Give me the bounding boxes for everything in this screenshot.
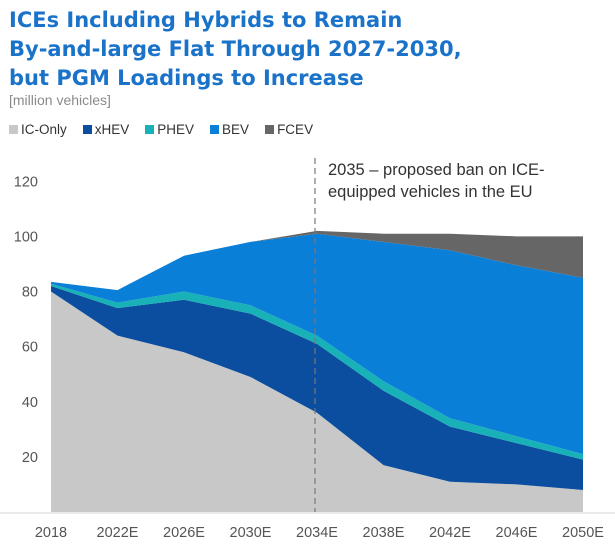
- x-tick-label: 2038E: [363, 525, 405, 541]
- legend-item-bev: BEV: [210, 122, 249, 137]
- legend-item-phev: PHEV: [145, 122, 194, 137]
- area-series-group: [51, 230, 583, 512]
- ban-annotation: 2035 – proposed ban on ICE-equipped vehi…: [328, 161, 545, 201]
- legend-label-fcev: FCEV: [277, 122, 314, 137]
- chart-legend: IC-Only xHEV PHEV BEV FCEV: [9, 122, 313, 137]
- legend-label-phev: PHEV: [157, 122, 195, 137]
- x-tick-label: 2034E: [296, 525, 338, 541]
- x-tick-label: 2026E: [163, 525, 205, 541]
- chart-title-line-3: but PGM Loadings to Increase: [9, 66, 364, 90]
- y-tick-label: 100: [14, 229, 38, 245]
- x-tick-label: 2050E: [562, 525, 604, 541]
- y-axis: 20 40 60 80 100 120: [14, 174, 38, 466]
- chart-title-line-2: By-and-large Flat Through 2027-2030,: [9, 37, 462, 61]
- legend-item-xhev: xHEV: [82, 122, 130, 137]
- x-tick-label: 2030E: [230, 525, 272, 541]
- unit-label: [million vehicles]: [9, 92, 111, 108]
- legend-swatch-phev: [145, 125, 155, 134]
- legend-item-fcev: FCEV: [265, 122, 313, 137]
- legend-swatch-fcev: [265, 125, 275, 134]
- x-axis: 2018 2022E 2026E 2030E 2034E 2038E 2042E 2046E 2…: [35, 525, 604, 541]
- area-phev: [51, 283, 583, 460]
- area-ic-only: [51, 291, 583, 512]
- x-tick-label: 2042E: [429, 525, 471, 541]
- legend-label-xhev: xHEV: [94, 122, 130, 137]
- y-tick-label: 80: [22, 285, 38, 301]
- x-tick-label: 2022E: [97, 525, 139, 541]
- legend-swatch-xhev: [82, 125, 92, 134]
- annotation-line-1: 2035 – proposed ban on ICE-: [328, 161, 545, 179]
- chart-title: ICEs Including Hybrids to Remain By-and-…: [9, 6, 609, 93]
- legend-label-ic-only: IC-Only: [21, 122, 67, 137]
- x-tick-label: 2018: [35, 525, 67, 541]
- area-fcev: [51, 230, 583, 291]
- area-xhev: [51, 286, 583, 490]
- chart-title-line-1: ICEs Including Hybrids to Remain: [9, 8, 403, 32]
- legend-label-bev: BEV: [222, 122, 250, 137]
- legend-swatch-bev: [210, 125, 220, 134]
- legend-item-ic-only: IC-Only: [9, 122, 67, 137]
- y-tick-label: 20: [22, 450, 38, 466]
- y-tick-label: 120: [14, 174, 38, 190]
- x-tick-label: 2046E: [496, 525, 538, 541]
- legend-swatch-ic-only: [9, 125, 18, 134]
- annotation-line-2: equipped vehicles in the EU: [328, 183, 533, 201]
- y-tick-label: 40: [22, 395, 38, 411]
- area-bev: [51, 233, 583, 455]
- y-tick-label: 60: [22, 340, 38, 356]
